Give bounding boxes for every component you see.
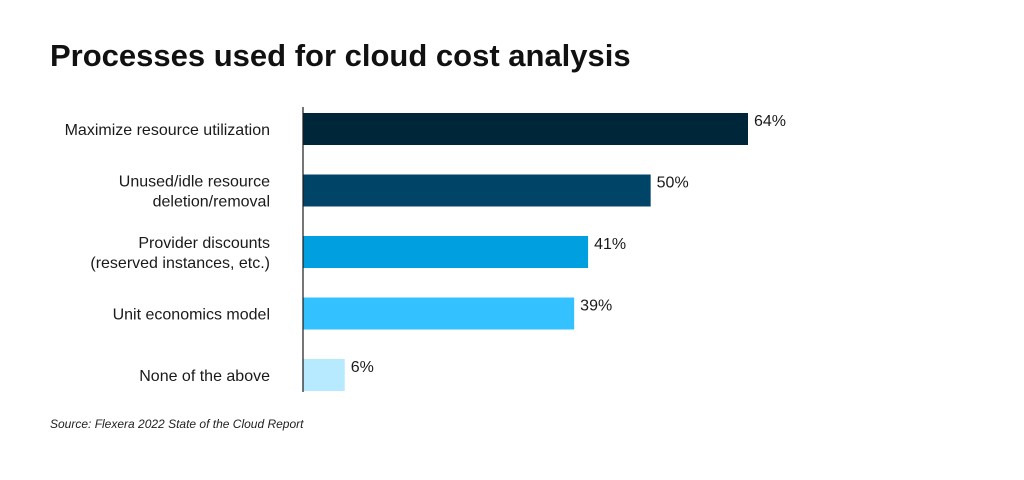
category-label-1-line-1: deletion/removal: [153, 194, 270, 211]
value-label-3: 39%: [580, 298, 612, 315]
category-label-0: Maximize resource utilization: [65, 122, 270, 139]
value-label-2: 41%: [594, 236, 626, 253]
source-note: Source: Flexera 2022 State of the Cloud …: [50, 417, 303, 431]
bar-3: [303, 298, 574, 330]
category-label-2-line-0: Provider discounts: [138, 235, 270, 252]
value-label-1: 50%: [657, 175, 689, 192]
value-label-4: 6%: [351, 359, 374, 376]
bar-chart: Maximize resource utilization Unused/idle…: [0, 0, 1024, 480]
bar-4: [303, 359, 345, 391]
category-label-4: None of the above: [139, 368, 270, 385]
bar-1: [303, 175, 651, 207]
bar-2: [303, 236, 588, 268]
bars-layer: [303, 113, 748, 391]
category-label-2-line-1: (reserved instances, etc.): [90, 255, 270, 272]
value-label-0: 64%: [754, 113, 786, 130]
category-labels-layer: Maximize resource utilization Unused/idle…: [65, 122, 271, 385]
category-label-1-line-0: Unused/idle resource: [119, 174, 270, 191]
bar-0: [303, 113, 748, 145]
category-label-3: Unit economics model: [113, 307, 270, 324]
